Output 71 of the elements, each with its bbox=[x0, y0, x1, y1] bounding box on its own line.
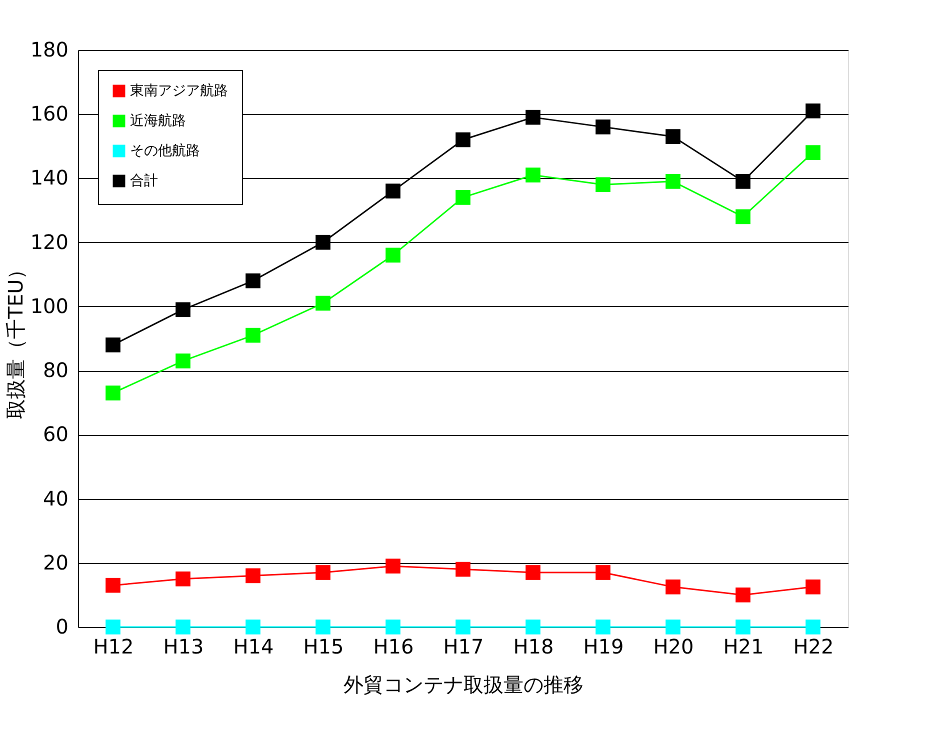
x-tick-label: H20 bbox=[653, 634, 694, 658]
x-tick-label: H22 bbox=[793, 634, 834, 658]
legend-label: 近海航路 bbox=[130, 113, 186, 129]
y-tick-label: 20 bbox=[43, 550, 68, 574]
point bbox=[106, 578, 120, 593]
point bbox=[736, 588, 750, 602]
point bbox=[386, 248, 400, 263]
point bbox=[176, 620, 190, 634]
y-tick-label: 100 bbox=[30, 294, 68, 318]
point bbox=[736, 209, 750, 224]
point bbox=[456, 132, 470, 148]
point bbox=[316, 620, 330, 634]
y-tick-label: 120 bbox=[30, 230, 68, 254]
point bbox=[176, 302, 190, 318]
x-tick-label: H17 bbox=[443, 634, 484, 658]
y-tick-label: 60 bbox=[43, 422, 68, 446]
legend-label: 東南アジア航路 bbox=[130, 83, 228, 99]
point bbox=[736, 620, 750, 634]
point bbox=[106, 386, 120, 400]
point bbox=[806, 145, 820, 160]
point bbox=[806, 580, 820, 594]
point bbox=[736, 174, 750, 189]
point bbox=[386, 620, 400, 634]
point bbox=[806, 103, 820, 118]
point bbox=[596, 177, 610, 192]
point bbox=[526, 620, 540, 634]
point bbox=[106, 620, 120, 634]
x-tick-label: H16 bbox=[373, 634, 414, 658]
point bbox=[666, 620, 680, 634]
x-tick-label: H13 bbox=[163, 634, 204, 658]
legend-label: その他航路 bbox=[130, 143, 200, 159]
x-tick-label: H19 bbox=[583, 634, 624, 658]
y-tick-label: 160 bbox=[30, 102, 68, 126]
point bbox=[246, 620, 260, 634]
y-tick-label: 140 bbox=[30, 166, 68, 190]
point bbox=[246, 328, 260, 343]
point bbox=[666, 580, 680, 594]
point bbox=[316, 565, 330, 580]
point bbox=[596, 120, 610, 134]
point bbox=[456, 190, 470, 205]
x-tick-label: H14 bbox=[233, 634, 274, 658]
point bbox=[526, 110, 540, 125]
y-tick-label: 0 bbox=[56, 614, 68, 638]
point bbox=[176, 572, 190, 586]
point bbox=[456, 562, 470, 577]
point bbox=[666, 174, 680, 189]
y-tick-label: 180 bbox=[30, 38, 68, 62]
point bbox=[596, 565, 610, 580]
point bbox=[246, 273, 260, 288]
point bbox=[106, 337, 120, 352]
point bbox=[806, 620, 820, 634]
x-tick-label: H21 bbox=[723, 634, 764, 658]
point bbox=[456, 620, 470, 634]
point bbox=[316, 234, 330, 250]
point bbox=[596, 620, 610, 634]
point bbox=[526, 565, 540, 580]
point bbox=[666, 129, 680, 144]
point bbox=[246, 568, 260, 584]
point bbox=[316, 296, 330, 311]
point bbox=[386, 184, 400, 198]
legend-label: 合計 bbox=[130, 173, 158, 189]
point bbox=[526, 168, 540, 182]
x-axis-title: 外貿コンテナ取扱量の推移 bbox=[344, 672, 584, 696]
point bbox=[176, 354, 190, 368]
x-tick-label: H12 bbox=[93, 634, 134, 658]
y-axis-title: 取扱量（千TEU） bbox=[3, 259, 28, 419]
y-tick-label: 80 bbox=[43, 358, 68, 382]
y-tick-label: 40 bbox=[43, 486, 68, 510]
point bbox=[386, 558, 400, 574]
x-tick-label: H15 bbox=[303, 634, 344, 658]
x-tick-label: H18 bbox=[513, 634, 554, 658]
